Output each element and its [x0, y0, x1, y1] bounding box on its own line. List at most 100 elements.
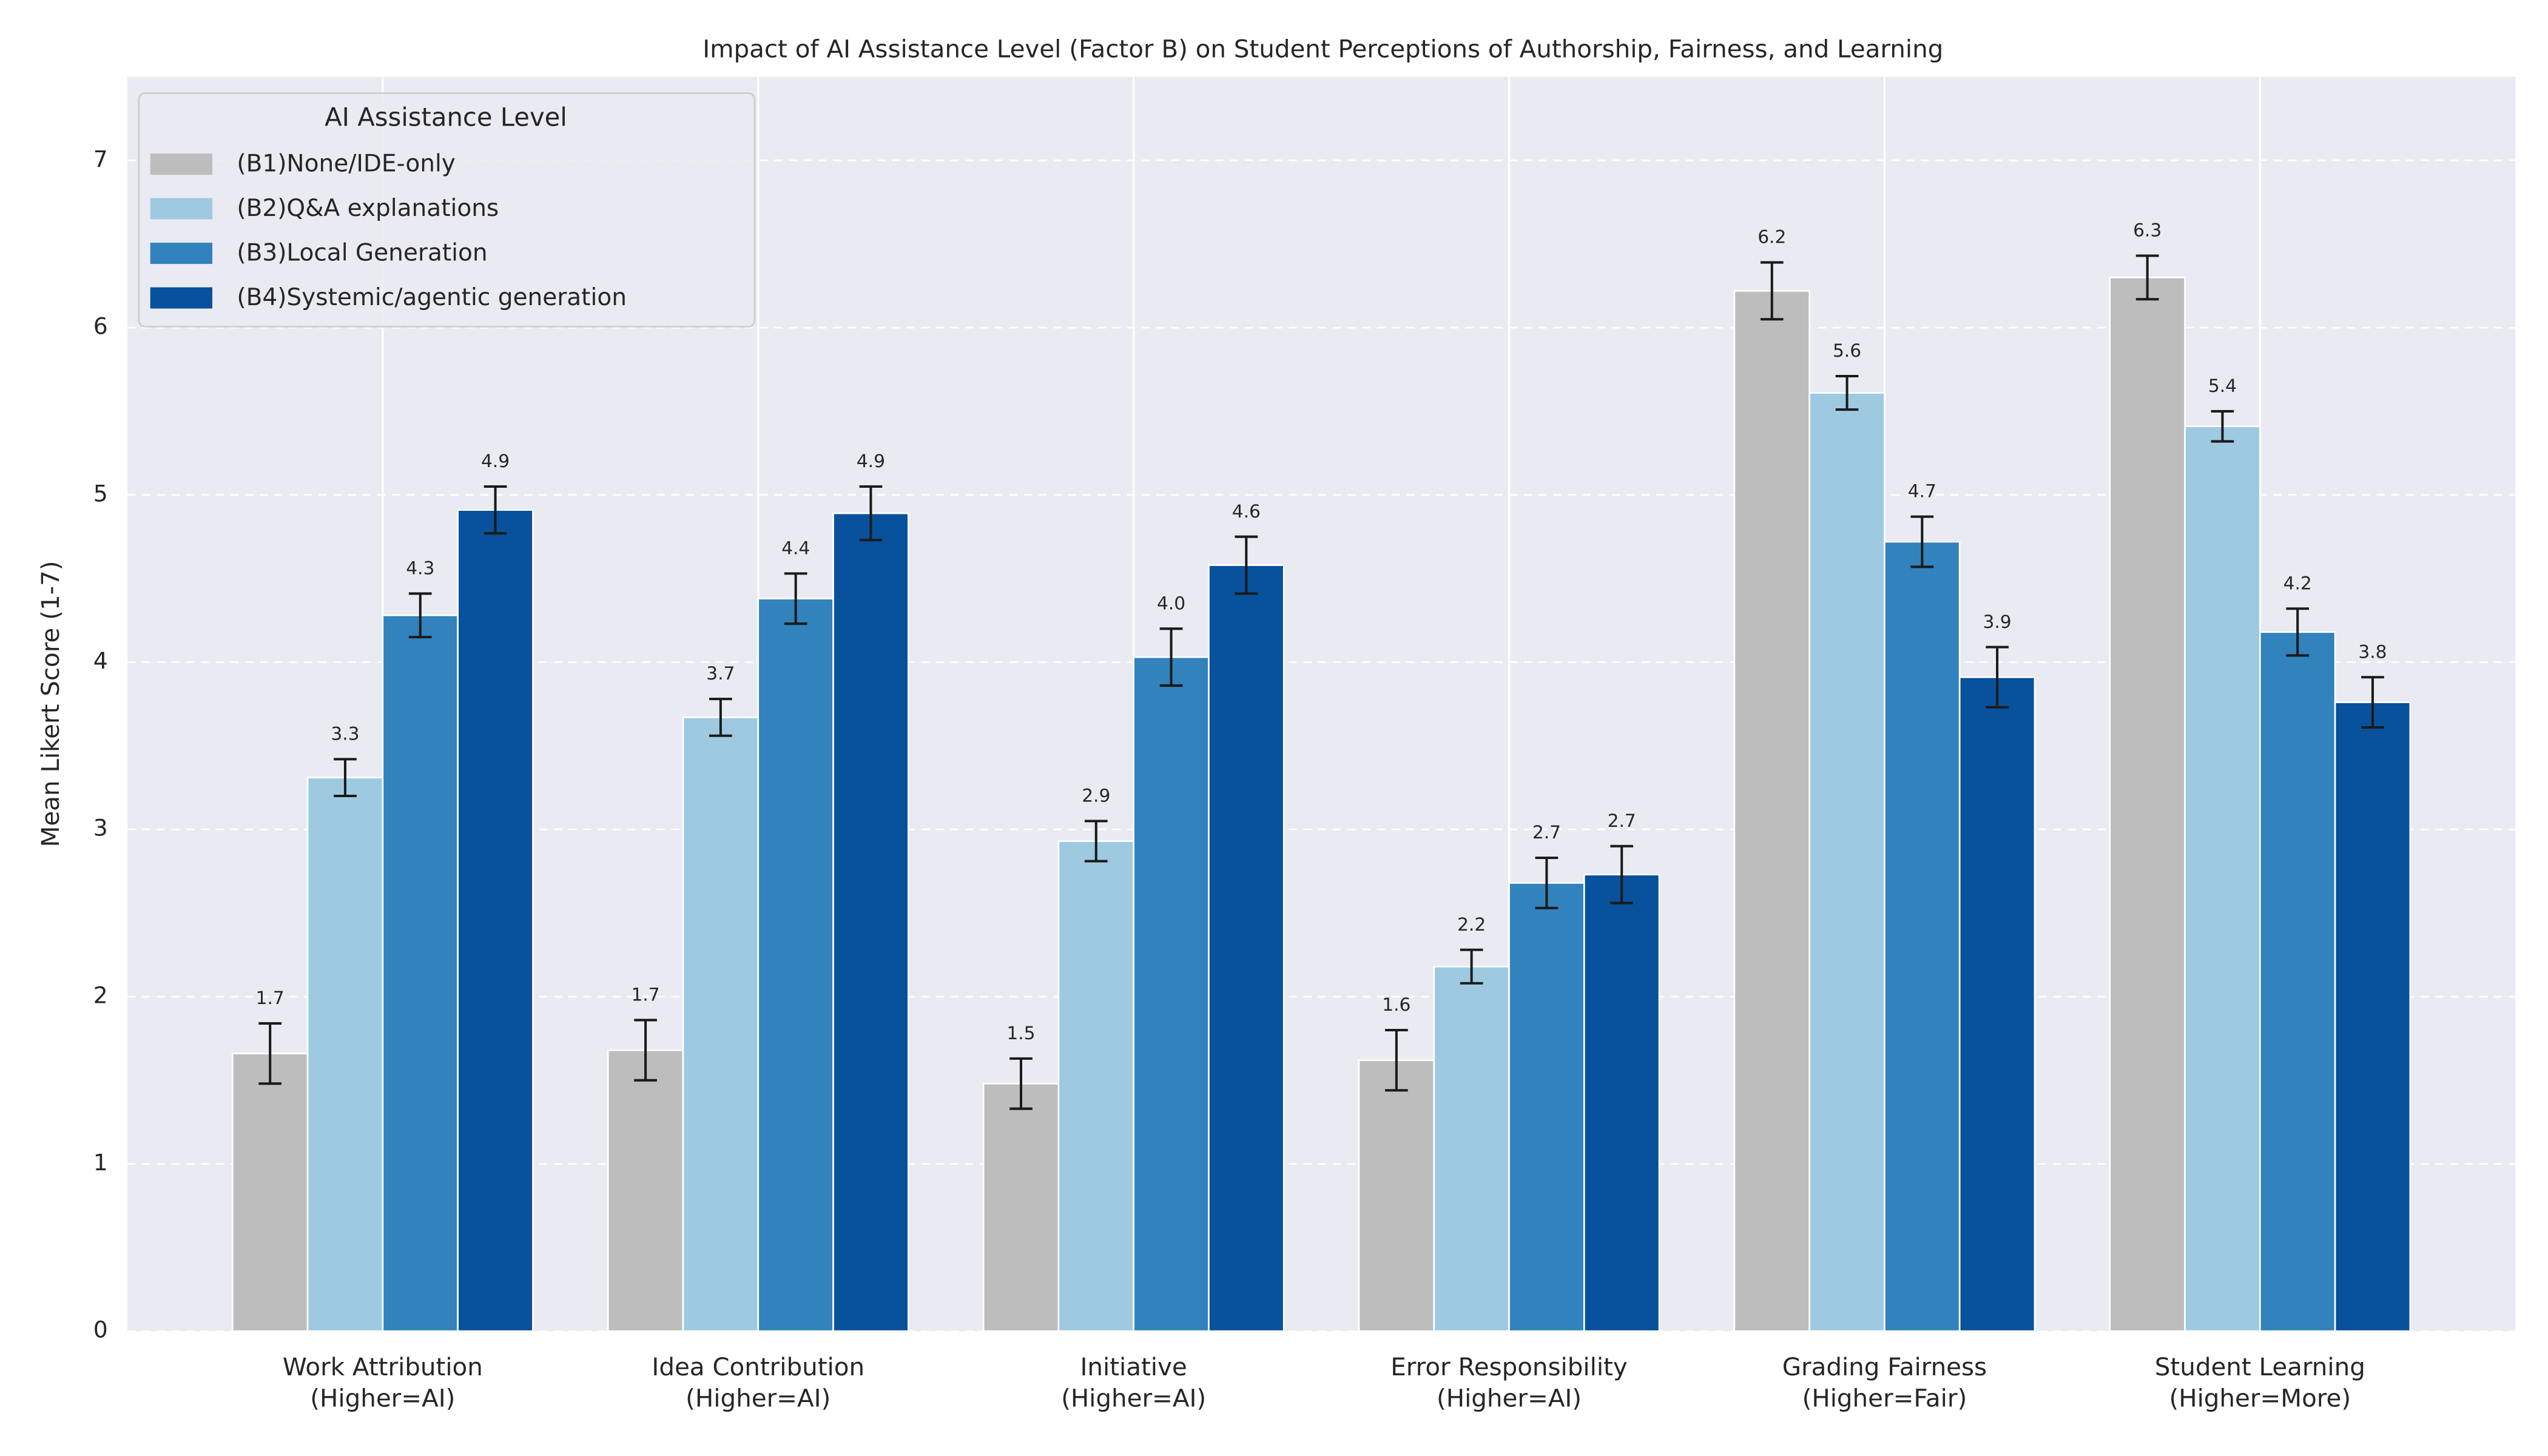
- value-label: 2.2: [1457, 914, 1486, 935]
- error-bar: [258, 1022, 282, 1085]
- bar: [1958, 676, 2036, 1332]
- x-tick-label: Grading Fairness (Higher=Fair): [1782, 1353, 1987, 1412]
- error-bar: [408, 592, 432, 639]
- bar: [1808, 392, 1886, 1332]
- bar: [607, 1049, 684, 1332]
- y-tick-label: 1: [93, 1149, 108, 1176]
- error-bar: [2361, 676, 2384, 729]
- legend-swatch: [150, 243, 213, 265]
- error-bar: [1910, 515, 1934, 568]
- value-label: 4.9: [857, 451, 885, 471]
- bar: [1733, 290, 1810, 1332]
- error-bar: [1084, 820, 1108, 863]
- error-bar: [1610, 844, 1634, 905]
- x-tick-label: Student Learning (Higher=More): [2155, 1353, 2365, 1412]
- value-label: 1.7: [632, 985, 660, 1005]
- legend-swatch: [150, 153, 213, 175]
- bar: [382, 614, 459, 1332]
- legend-label: (B1)None/IDE-only: [237, 150, 456, 177]
- error-bar: [784, 572, 807, 625]
- bar: [1057, 840, 1134, 1332]
- y-tick-label: 6: [93, 313, 108, 340]
- bar: [1133, 656, 1210, 1332]
- x-tick-label: Error Responsibility (Higher=AI): [1390, 1353, 1628, 1412]
- bar: [2109, 277, 2186, 1332]
- error-bar: [859, 485, 883, 542]
- y-tick-label: 5: [93, 480, 108, 507]
- value-label: 1.6: [1382, 994, 1410, 1015]
- error-bar: [1460, 948, 1483, 985]
- error-bar: [1760, 261, 1784, 321]
- legend-title: AI Assistance Level: [325, 103, 567, 132]
- chart-title: Impact of AI Assistance Level (Factor B)…: [703, 35, 1943, 63]
- bar: [1583, 874, 1660, 1332]
- y-tick-label: 4: [93, 647, 108, 674]
- legend-label: (B3)Local Generation: [237, 239, 487, 266]
- legend-label: (B4)Systemic/agentic generation: [237, 284, 627, 311]
- value-label: 1.7: [256, 988, 285, 1008]
- value-label: 4.7: [1908, 481, 1936, 502]
- bar: [457, 509, 534, 1332]
- bar: [231, 1053, 309, 1332]
- value-label: 4.9: [481, 451, 510, 471]
- bar: [2184, 425, 2261, 1332]
- error-bar: [1009, 1057, 1033, 1110]
- x-tick-label: Work Attribution (Higher=AI): [283, 1353, 483, 1412]
- value-label: 4.2: [2283, 573, 2312, 593]
- value-label: 4.0: [1157, 593, 1185, 613]
- error-bar: [2135, 254, 2159, 301]
- error-bar: [709, 698, 732, 737]
- value-label: 3.3: [331, 723, 359, 744]
- value-label: 3.7: [706, 663, 735, 684]
- legend-swatch: [150, 198, 213, 220]
- error-bar: [634, 1019, 657, 1082]
- y-tick-label: 0: [93, 1316, 108, 1343]
- value-label: 6.2: [1758, 227, 1786, 248]
- error-bar: [1159, 627, 1183, 687]
- error-bar: [2286, 607, 2310, 657]
- y-tick-label: 2: [93, 982, 108, 1008]
- value-label: 2.7: [1532, 822, 1561, 843]
- bar: [982, 1082, 1060, 1332]
- bar: [1884, 541, 1961, 1332]
- value-label: 3.9: [1983, 612, 2012, 632]
- error-bar: [1535, 857, 1559, 909]
- value-label: 4.3: [406, 558, 434, 579]
- bar: [1433, 965, 1510, 1332]
- value-label: 6.3: [2133, 220, 2162, 241]
- bar: [1208, 564, 1285, 1332]
- x-tick-label: Initiative (Higher=AI): [1061, 1353, 1206, 1412]
- x-tick-label: Idea Contribution (Higher=AI): [652, 1353, 864, 1412]
- error-bar: [2211, 410, 2234, 443]
- bar: [1508, 882, 1585, 1332]
- legend-swatch: [150, 287, 213, 309]
- bar: [832, 512, 909, 1332]
- value-label: 2.7: [1608, 811, 1636, 831]
- bar: [1358, 1059, 1435, 1332]
- bar: [757, 598, 834, 1332]
- legend-label: (B2)Q&A explanations: [237, 195, 499, 222]
- error-bar: [1235, 535, 1258, 595]
- error-bar: [1835, 375, 1859, 411]
- value-label: 4.6: [1232, 501, 1261, 522]
- legend-box: [138, 92, 756, 328]
- error-bar: [1385, 1028, 1408, 1092]
- error-bar: [1986, 645, 2009, 709]
- y-tick-label: 7: [93, 146, 108, 172]
- value-label: 5.6: [1833, 340, 1861, 361]
- y-tick-label: 3: [93, 815, 108, 841]
- error-bar: [334, 758, 357, 798]
- value-label: 1.5: [1006, 1023, 1035, 1043]
- bar: [306, 777, 384, 1332]
- error-bar: [484, 485, 507, 535]
- value-label: 2.9: [1082, 785, 1110, 806]
- y-axis-label: Mean Likert Score (1-7): [36, 561, 65, 847]
- value-label: 3.8: [2358, 641, 2387, 662]
- bar: [2334, 701, 2412, 1332]
- value-label: 5.4: [2208, 376, 2237, 396]
- value-label: 4.4: [781, 538, 810, 558]
- bar: [682, 716, 760, 1332]
- bar: [2259, 631, 2336, 1332]
